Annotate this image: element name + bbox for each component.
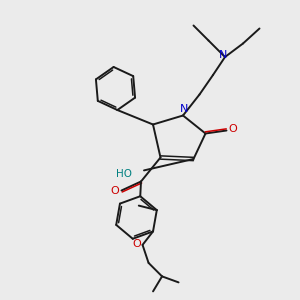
Text: N: N [180, 104, 189, 115]
Text: O: O [228, 124, 237, 134]
Text: N: N [219, 50, 228, 61]
Text: O: O [133, 239, 142, 249]
Text: HO: HO [116, 169, 132, 179]
Text: O: O [110, 185, 119, 196]
